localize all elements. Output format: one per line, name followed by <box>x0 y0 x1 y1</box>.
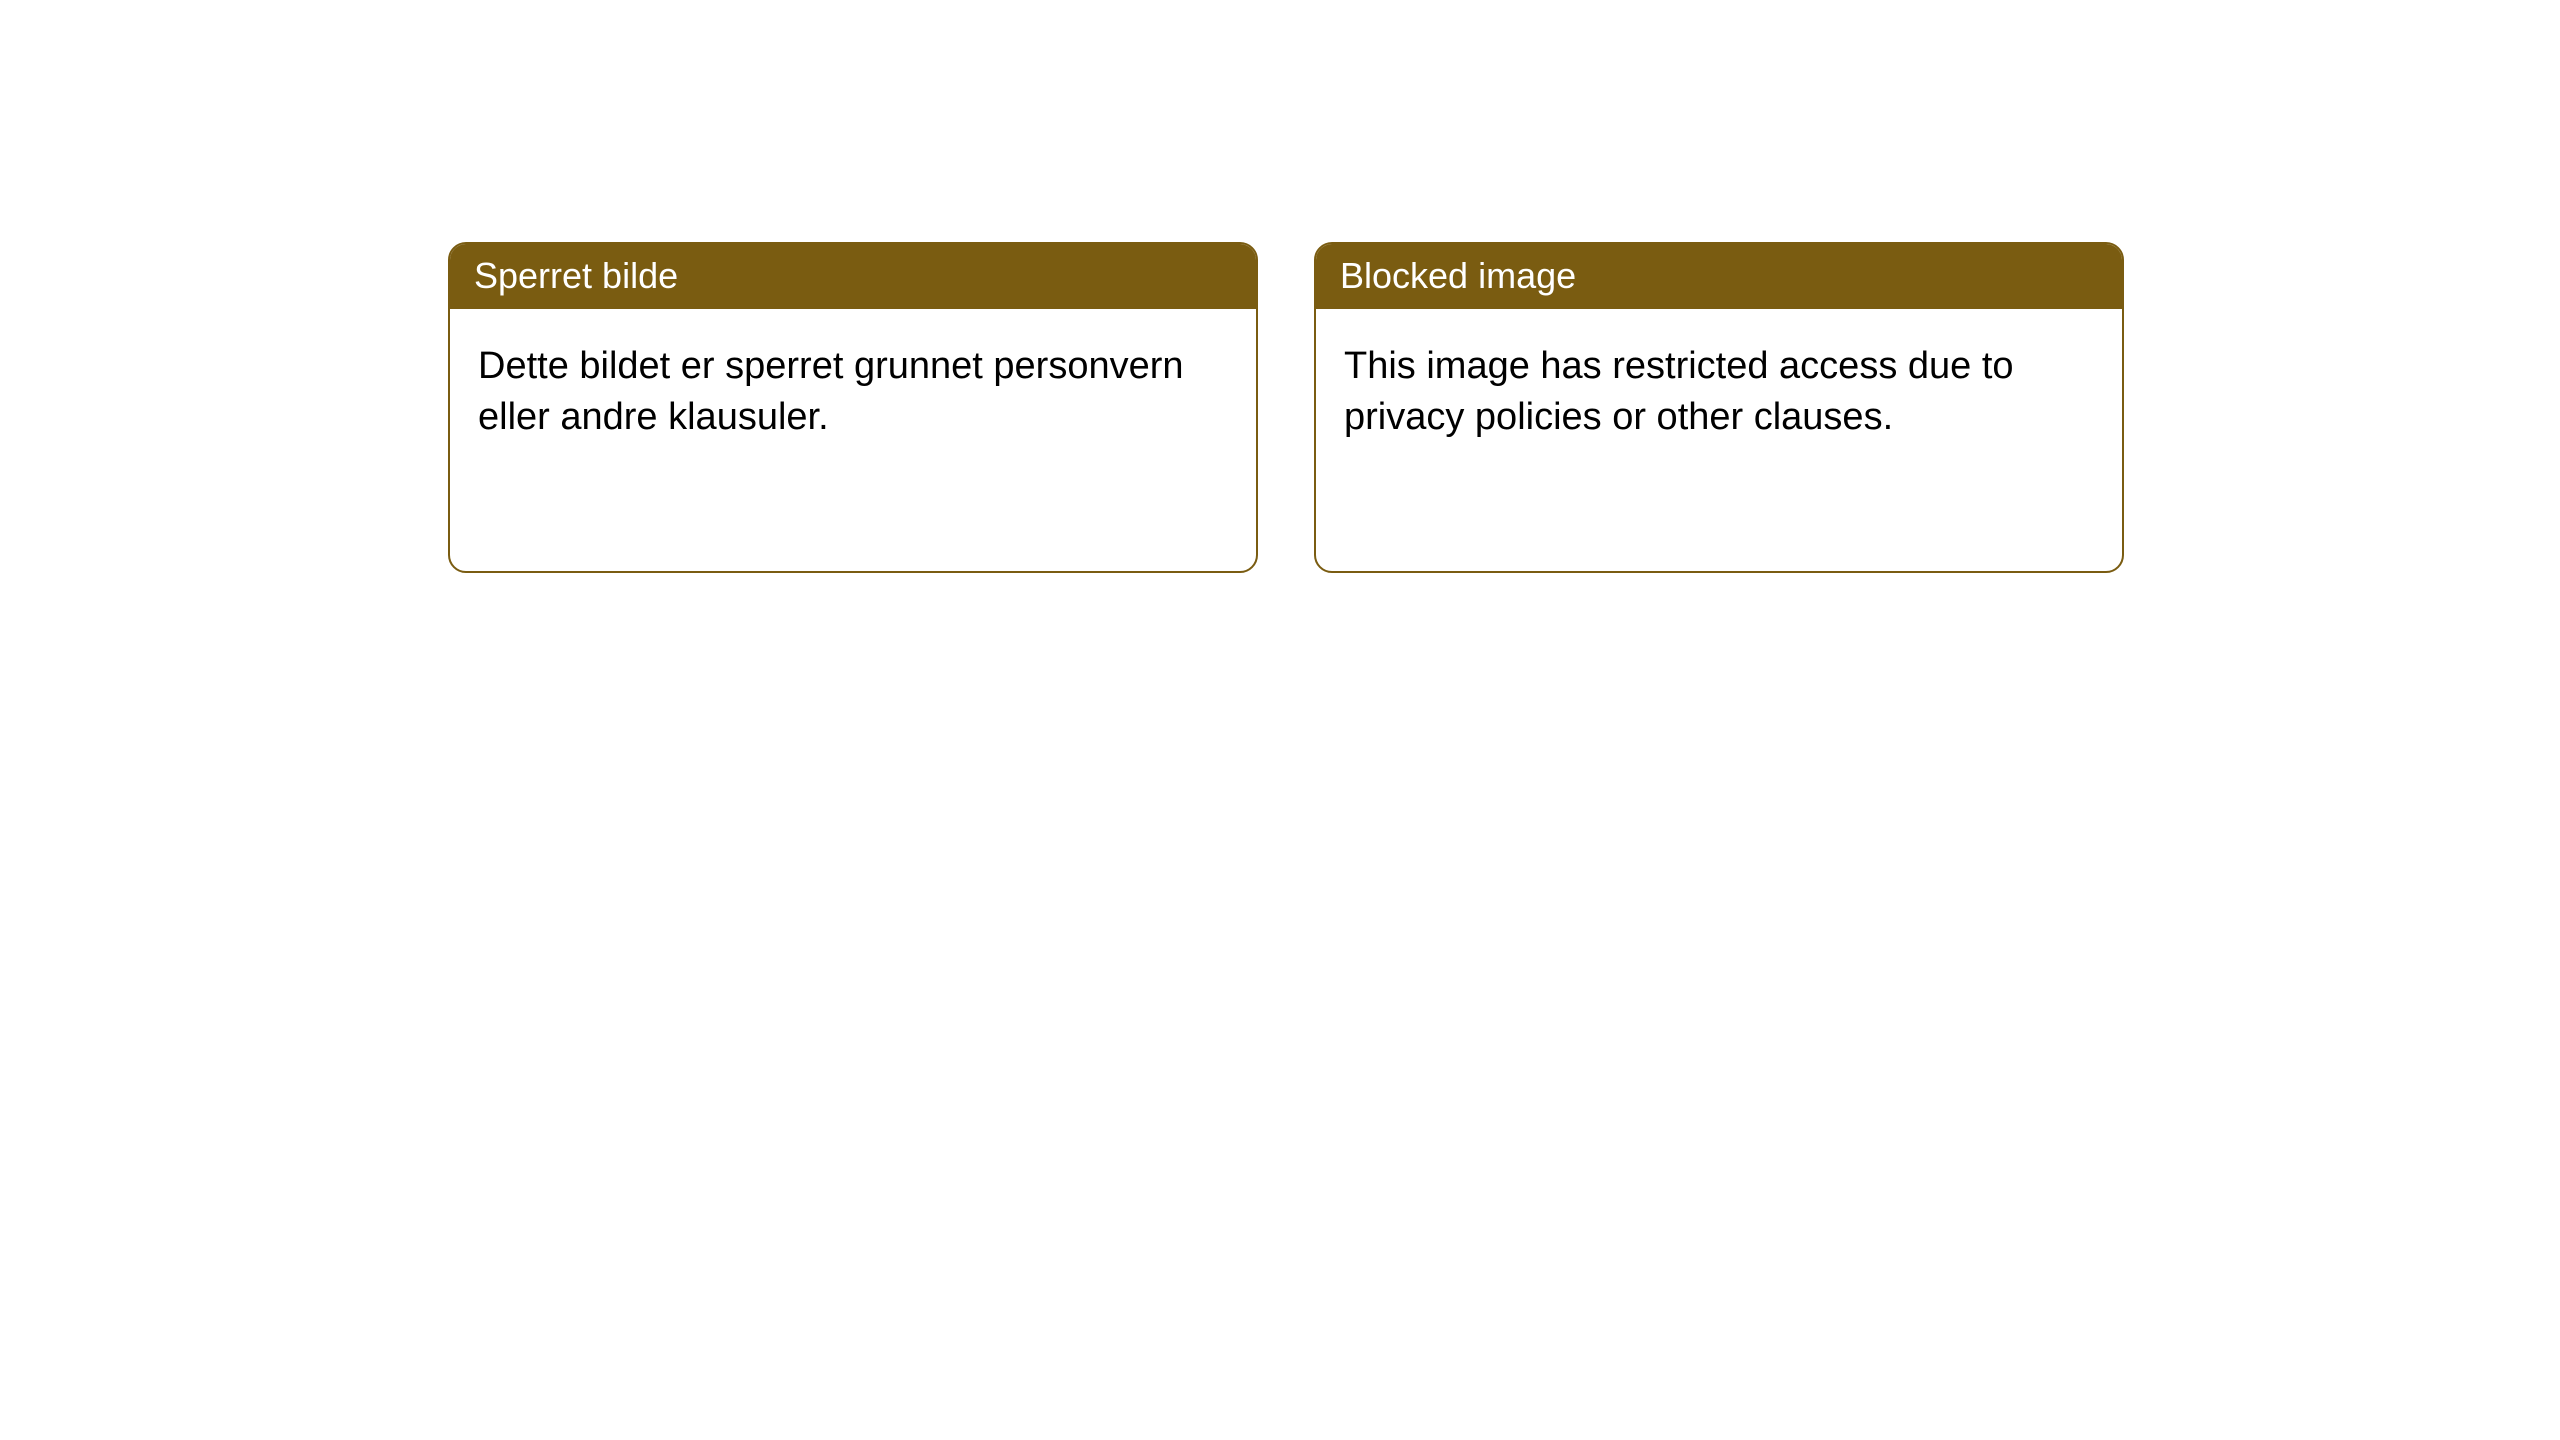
notice-text: Dette bildet er sperret grunnet personve… <box>478 341 1228 444</box>
notice-body: This image has restricted access due to … <box>1316 309 2122 571</box>
notice-title: Sperret bilde <box>450 244 1256 309</box>
notice-text: This image has restricted access due to … <box>1344 341 2094 444</box>
notice-body: Dette bildet er sperret grunnet personve… <box>450 309 1256 571</box>
notice-card-english: Blocked image This image has restricted … <box>1314 242 2124 573</box>
notice-container: Sperret bilde Dette bildet er sperret gr… <box>0 0 2560 573</box>
notice-card-norwegian: Sperret bilde Dette bildet er sperret gr… <box>448 242 1258 573</box>
notice-title: Blocked image <box>1316 244 2122 309</box>
